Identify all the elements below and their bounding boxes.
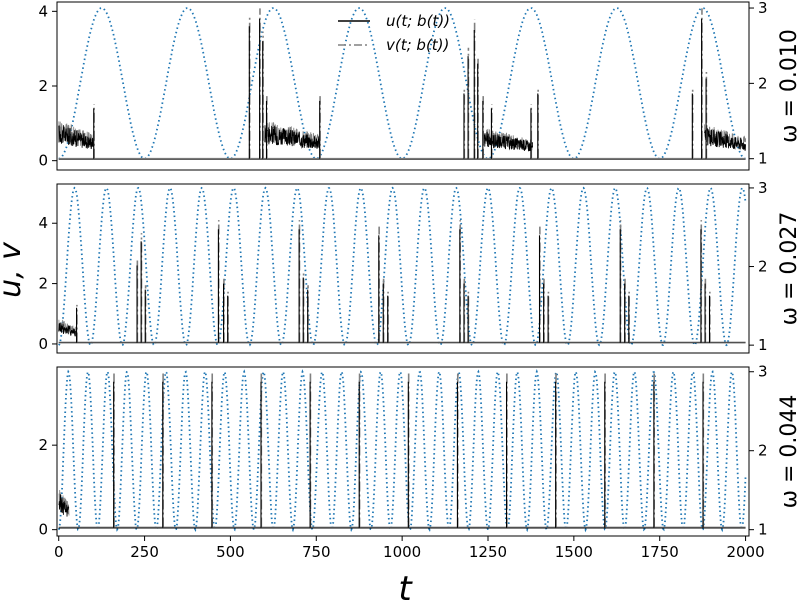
ytick-right-label: 2 — [758, 442, 768, 460]
y-axis-label: u, v — [0, 241, 28, 298]
ytick-right-label: 3 — [758, 0, 768, 17]
ytick-label: 0 — [38, 152, 48, 170]
plot-area — [58, 7, 747, 160]
ytick-right-label: 3 — [758, 363, 768, 381]
ytick-right-label: 2 — [758, 258, 768, 276]
xtick-label: 2000 — [726, 543, 764, 561]
ytick-right-label: 1 — [758, 336, 768, 354]
series-u-band-1 — [264, 125, 321, 149]
ytick-label: 4 — [38, 214, 48, 232]
series-u-band-3 — [704, 128, 746, 151]
series-b — [58, 186, 747, 347]
xtick-label: 750 — [302, 543, 331, 561]
omega-label: ω = 0.027 — [777, 212, 802, 326]
panel-3: 0 2 1 2 3 ω = 0.044 0 250 500 750 1000 1250 1500 1750… — [38, 363, 802, 561]
panels: 0 2 4 1 2 3 ω = 0.010 0 2 4 1 2 3 ω = 0.027 0 2 1 2 3 ω = 0… — [38, 0, 802, 561]
ytick-label: 2 — [38, 436, 48, 454]
series-b — [58, 7, 746, 160]
xtick-label: 1500 — [555, 543, 593, 561]
xtick-label: 500 — [216, 543, 245, 561]
omega-label: ω = 0.044 — [777, 395, 802, 509]
ytick-label: 0 — [38, 335, 48, 353]
xtick-label: 1000 — [383, 543, 421, 561]
legend-label-1: u(t; b(t)) — [386, 12, 450, 30]
panel-1: 0 2 4 1 2 3 ω = 0.010 — [38, 0, 802, 171]
ytick-label: 2 — [38, 275, 48, 293]
xtick-label: 1750 — [641, 543, 679, 561]
x-axis-label: t — [398, 569, 413, 601]
axes-frame — [56, 183, 750, 354]
series-b — [57, 369, 747, 533]
ytick-right-label: 1 — [758, 150, 768, 168]
xtick-label: 1250 — [469, 543, 507, 561]
ytick-right-label: 1 — [758, 521, 768, 539]
series-u-band-0 — [58, 494, 70, 517]
plot-area — [57, 369, 747, 533]
ytick-label: 4 — [38, 2, 48, 20]
series-u-band-0 — [58, 125, 94, 150]
ytick-label: 0 — [38, 521, 48, 539]
series-u-band-0 — [58, 322, 77, 337]
axes-frame — [56, 366, 750, 537]
plot-area — [58, 186, 747, 347]
ytick-right-label: 3 — [758, 179, 768, 197]
ytick-label: 2 — [38, 77, 48, 95]
xtick-label: 250 — [130, 543, 159, 561]
xtick-label: 0 — [54, 543, 64, 561]
legend-label-2: v(t; b(t)) — [386, 36, 449, 54]
panel-2: 0 2 4 1 2 3 ω = 0.027 — [38, 179, 802, 354]
omega-label: ω = 0.010 — [777, 29, 802, 143]
legend: u(t; b(t)) v(t; b(t)) — [338, 12, 450, 54]
ytick-right-label: 2 — [758, 74, 768, 92]
